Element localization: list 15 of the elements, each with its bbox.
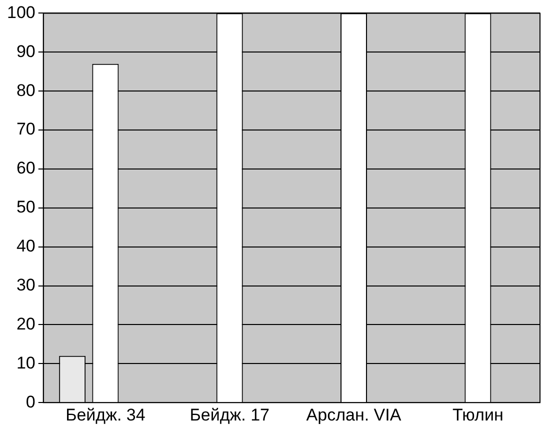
y-tick-label: 100	[6, 2, 36, 22]
y-tick-label: 60	[16, 158, 36, 178]
y-tick-label: 50	[16, 198, 36, 217]
y-tick-label: 10	[16, 353, 36, 372]
y-tick-label: 0	[26, 392, 36, 412]
x-tick-label: Тюлин	[452, 405, 504, 424]
y-tick-label: 30	[16, 275, 36, 294]
x-tick-label: Арслан. VIA	[306, 405, 402, 424]
y-tick-label: 90	[16, 42, 36, 61]
y-tick-label: 40	[16, 236, 36, 256]
y-tick-label: 80	[16, 80, 36, 100]
x-tick-label: Бейдж. 34	[66, 405, 146, 424]
y-tick-label: 20	[16, 314, 36, 334]
x-tick-label: Бейдж. 17	[190, 405, 270, 424]
y-tick-label: 70	[16, 120, 36, 139]
